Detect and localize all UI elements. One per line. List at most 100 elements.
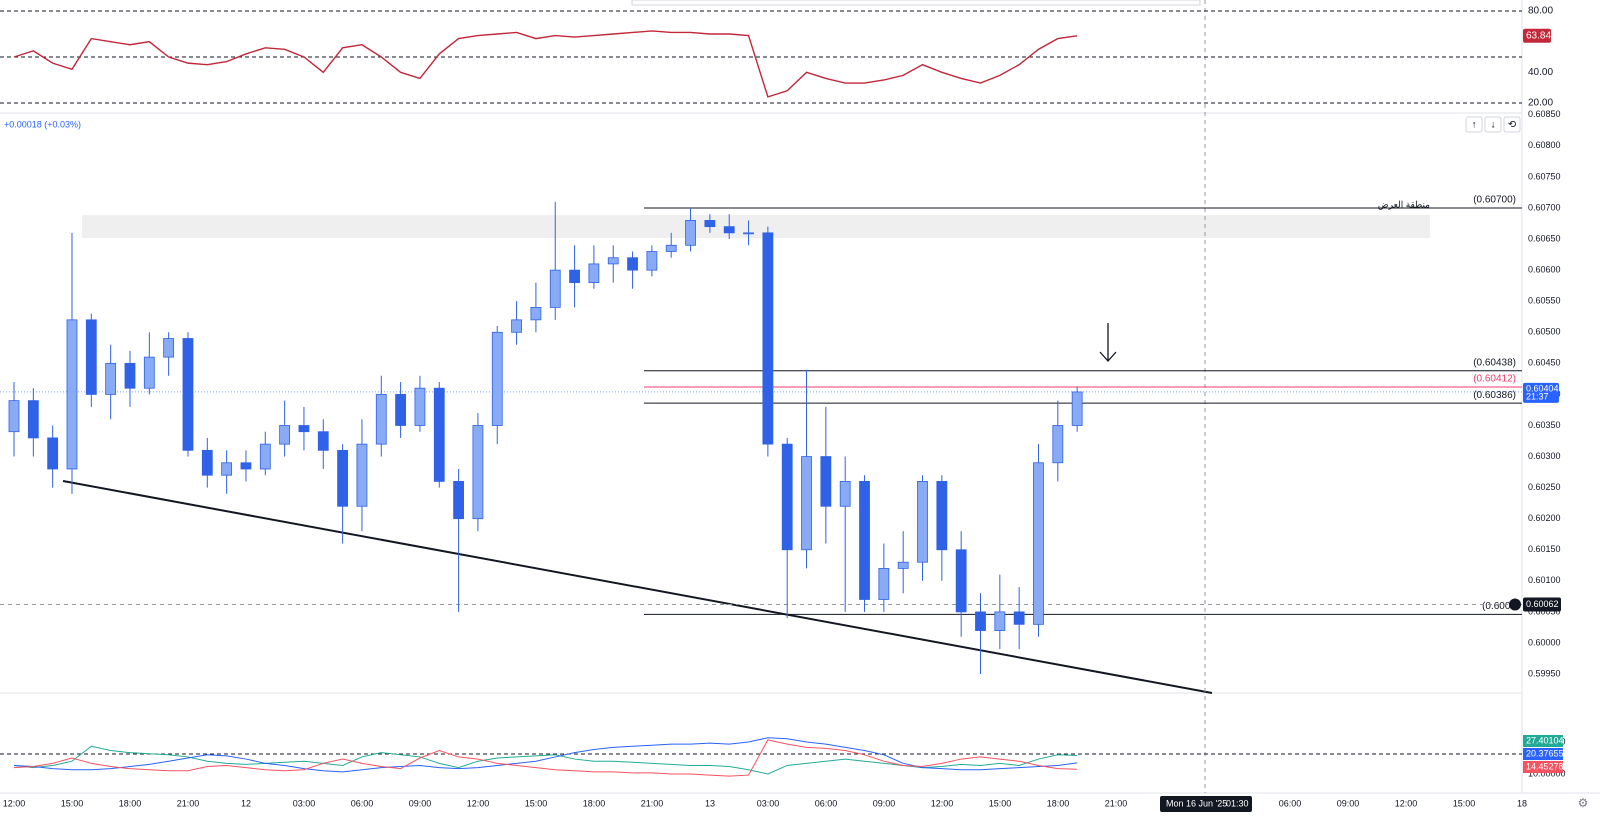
dmi-last-label: 14.45278 [1526, 761, 1564, 771]
candle-body [743, 232, 754, 235]
candle-body [491, 331, 503, 426]
down-button[interactable] [1484, 116, 1502, 133]
time-label: 12 [241, 798, 251, 808]
time-label: 15:00 [989, 798, 1012, 808]
candle-body [163, 338, 175, 358]
price-tick-label: 0.60850 [1528, 109, 1561, 119]
candle-body [259, 443, 271, 470]
candle-body [105, 362, 117, 395]
candle-body [472, 425, 484, 520]
time-label: 06:00 [351, 798, 374, 808]
time-label: 18 [1517, 798, 1527, 808]
candle-body [511, 319, 522, 333]
time-label: 12:00 [467, 798, 490, 808]
candle-body [936, 481, 948, 551]
crosshair-date: Mon 16 Jun '25 [1166, 798, 1227, 808]
price-tick-label: 0.60200 [1528, 513, 1561, 523]
crosshair-price-box [1523, 597, 1561, 612]
dmi-last-box [1523, 735, 1563, 747]
candle-body [955, 549, 967, 613]
candle-body [124, 362, 136, 389]
candle-body [607, 257, 619, 265]
price-tick-label: 0.60650 [1528, 233, 1561, 243]
dmi-last-box [1523, 748, 1563, 760]
rsi-tick-label: 40.00 [1528, 67, 1553, 78]
price-tick-label: 0.59950 [1528, 668, 1561, 678]
rsi-tick-label: 20.00 [1528, 98, 1553, 109]
last-price-label: 0.60404 [1526, 383, 1559, 393]
candle-body [569, 269, 580, 283]
price-tick-label: 0.60750 [1528, 171, 1561, 181]
reset-icon[interactable]: ⟲ [1508, 120, 1517, 131]
candle-body [395, 394, 407, 426]
reset-button[interactable] [1503, 116, 1521, 133]
candle-body [878, 568, 890, 600]
time-label: 12:00 [3, 798, 26, 808]
rsi-line [13, 30, 1078, 98]
candle-body [762, 232, 774, 445]
candle-body [1013, 611, 1025, 625]
up-button[interactable] [1465, 116, 1483, 133]
price-tick-label: 0.60350 [1528, 420, 1561, 430]
time-label: 03:00 [757, 798, 780, 808]
dmi-line [13, 737, 1078, 773]
time-label: 13 [705, 798, 715, 808]
supply-zone [82, 215, 1430, 238]
time-label: 06:00 [815, 798, 838, 808]
time-label: 03:00 [293, 798, 316, 808]
candle-body [627, 257, 638, 271]
countdown-label: 21:37 [1526, 391, 1549, 401]
dmi-line [13, 739, 1078, 777]
crosshair-price-label: 0.60062 [1526, 599, 1559, 609]
price-tick-label: 0.60250 [1528, 482, 1561, 492]
level-label: (0.60700) [1473, 195, 1516, 206]
dmi-last-box [1523, 761, 1563, 773]
time-label: 21:00 [1105, 798, 1128, 808]
legend-change: +0.00018 (+0.03%) [4, 119, 81, 129]
down-icon[interactable]: ↓ [1491, 120, 1496, 131]
candle-body [433, 387, 445, 482]
candle-body [414, 387, 426, 426]
rsi-last-box [1523, 28, 1551, 43]
price-tick-label: 0.60800 [1528, 140, 1561, 150]
add-alert-button[interactable] [1509, 598, 1521, 611]
time-label: 15:00 [61, 798, 84, 808]
dmi-tick-label: 10.00000 [1528, 768, 1566, 778]
candle-body [975, 611, 986, 631]
price-tick-label: 0.60700 [1528, 202, 1561, 212]
crosshair-time-box [1160, 796, 1252, 812]
level-label: (0.6004 [1482, 601, 1516, 612]
settings-icon[interactable]: ⚙ [1578, 796, 1589, 810]
last-price-box [1523, 382, 1559, 403]
level-label: (0.60386) [1473, 390, 1516, 401]
candle-body [917, 481, 928, 563]
up-icon[interactable]: ↑ [1472, 120, 1477, 131]
dmi-last-label: 27.40104 [1526, 735, 1564, 745]
candle-body [182, 338, 194, 451]
rsi-tick-label: 80.00 [1528, 6, 1553, 17]
candle-body [27, 400, 39, 439]
level-label: (0.60412) [1473, 374, 1516, 385]
time-label: 21:00 [641, 798, 664, 808]
time-label: 15:00 [525, 798, 548, 808]
candle-body [279, 425, 291, 445]
time-label: 12:00 [931, 798, 954, 808]
price-tick-label: 0.60500 [1528, 327, 1561, 337]
candle-body [317, 431, 329, 451]
toolbar[interactable]: ↑ ↓ ⟲ [1465, 116, 1521, 133]
candle-body [839, 481, 851, 507]
candle-body [530, 307, 542, 321]
candle-body [47, 437, 59, 470]
candle-body [356, 443, 368, 507]
candle-body [1033, 462, 1044, 625]
time-label: 09:00 [409, 798, 432, 808]
top-widget [631, 0, 1201, 6]
time-label: 06:00 [1279, 798, 1302, 808]
candle-body [665, 244, 677, 252]
price-tick-label: 0.60150 [1528, 544, 1561, 554]
candle-body [685, 220, 696, 246]
candle-body [337, 449, 349, 507]
time-label: 09:00 [873, 798, 896, 808]
